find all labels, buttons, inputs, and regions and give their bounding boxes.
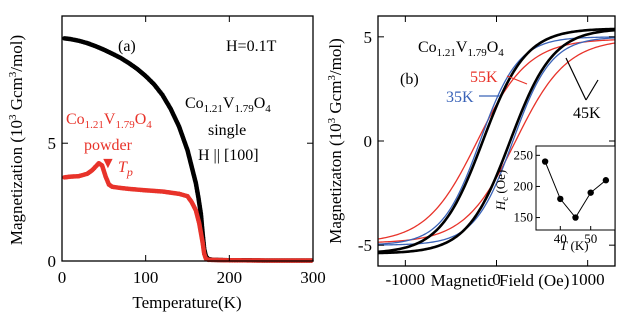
panel-a-y-axis-label: Magnetization (103 Gcm3/mol) (7, 35, 26, 245)
panel-b-pointer-55K (506, 75, 528, 85)
panel-b-plot-area (378, 27, 615, 255)
panel-a-x-axis-label: Temperature(K) (132, 293, 241, 312)
panel-a-y-tick-label: 0 (48, 252, 57, 271)
panel-b-pointer-45K-upper (565, 57, 587, 101)
panel-b-x-tick-label: 0 (492, 270, 501, 289)
inset-hc-point (602, 177, 610, 184)
panel-a-single-orientation: H || [100] (198, 147, 259, 164)
panel-b-formula: Co1.21V1.79O4 (418, 39, 504, 59)
panel-b-loop-45K-upper (378, 27, 615, 254)
panel-a-y-tick-label: 5 (48, 134, 57, 153)
panel-b-x-tick-label: 1000 (571, 270, 605, 289)
panel-b-y-tick-label: 0 (364, 132, 373, 151)
panel-b-ticks: -1000 0 1000 -5 0 5 (358, 16, 615, 289)
panel-b: -1000 0 1000 -5 0 5 Co1.21V1.79O4 (b) 55K 35K… (326, 15, 616, 290)
panel-b-label: (b) (400, 71, 419, 88)
inset-x-axis-label: T (K) (560, 238, 589, 253)
panel-a-axes-frame (61, 15, 314, 262)
panel-b-y-axis-label: Magnetizaton (103 Gcm3/mol) (326, 38, 345, 244)
panel-a-x-tick-label: 200 (217, 268, 243, 287)
panel-a-x-tick-label: 100 (133, 268, 159, 287)
panel-a-single-formula: Co1.21V1.79O4 (185, 95, 271, 115)
panel-a-tp-marker: ▼ (100, 155, 116, 172)
inset-y-tick-label: 150 (514, 210, 534, 225)
inset-x-tick-label: 40 (554, 231, 567, 246)
panel-b-y-tick-label: -5 (358, 236, 372, 255)
inset-y-axis-label: Hc (Oe) (493, 170, 510, 211)
panel-a-x-tick-label: 300 (300, 268, 326, 287)
panel-a: 0 100 200 300 0 5 (a) H=0.1T Co1.21V1.79O4 si… (7, 15, 326, 312)
inset-ticks: 40 50 150 200 250 (514, 147, 598, 246)
inset-hc-point (541, 158, 549, 165)
panel-b-y-tick-label: 5 (364, 28, 373, 47)
panel-a-powder-label: powder (84, 137, 133, 154)
inset-y-tick-label: 250 (514, 147, 534, 162)
panel-a-ticks: 0 100 200 300 0 5 (48, 16, 326, 287)
panel-b-inset: 40 50 150 200 250 T (K) Hc (Oe) (493, 145, 616, 253)
panel-b-loop-45K-lower (378, 28, 615, 255)
panel-b-x-axis-label: Magnetic Field (Oe) (431, 271, 570, 290)
panel-b-x-tick-label: -1000 (386, 270, 426, 289)
panel-b-label-55K: 55K (470, 69, 498, 86)
panel-b-label-35K: 35K (446, 89, 474, 106)
panel-a-powder-formula: Co1.21V1.79O4 (66, 111, 152, 131)
inset-y-tick-label: 200 (514, 178, 534, 193)
panel-a-x-tick-label: 0 (58, 268, 67, 287)
inset-x-tick-label: 50 (584, 231, 597, 246)
inset-hc-point (557, 195, 564, 203)
panel-a-tp-label: Tp (118, 159, 133, 179)
panel-a-field-annotation: H=0.1T (226, 38, 277, 55)
panel-a-single-label: single (208, 122, 246, 139)
panel-a-label: (a) (118, 38, 136, 55)
inset-hc-point (587, 189, 594, 196)
panel-b-pointer-45K-lower (585, 79, 599, 101)
inset-hc-point (572, 214, 579, 221)
panel-a-plot-area (62, 36, 314, 263)
panel-b-label-45K: 45K (573, 105, 601, 122)
inset-plot-area (541, 158, 610, 221)
